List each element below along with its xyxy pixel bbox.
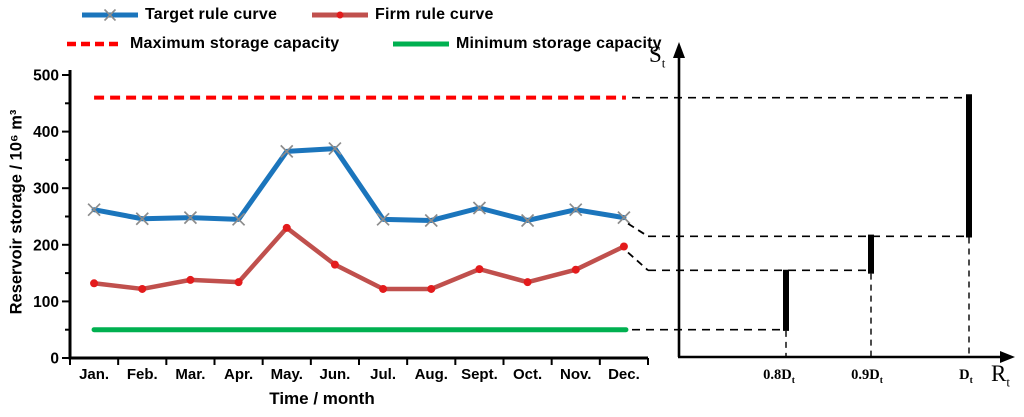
dot-marker-sample	[336, 11, 344, 19]
firm-dot-marker	[571, 265, 580, 274]
x-tick-label: Dec.	[608, 366, 640, 383]
legend-label: Target rule curve	[145, 6, 278, 23]
x-tick-label: Feb.	[127, 366, 158, 383]
y-axis-title: Reservoir storage / 10⁶ m³	[7, 109, 26, 315]
legend-item-minimum-storage-capacity: Minimum storage capacity	[393, 35, 662, 53]
firm-dot-marker	[234, 278, 243, 287]
maximum-storage-swatch-icon	[67, 41, 123, 47]
schematic-tick-label-0.8Dt: 0.8Dt	[763, 367, 795, 386]
y-tick-label: 400	[33, 124, 59, 141]
y-tick-label: 0	[50, 351, 59, 368]
legend-item-maximum-storage-capacity: Maximum storage capacity	[67, 35, 339, 53]
firm-dot-marker	[90, 279, 99, 288]
x-marker-sample	[103, 8, 117, 22]
legend-label: Firm rule curve	[375, 6, 494, 23]
y-tick-label: 200	[33, 237, 59, 254]
firm-dot-marker	[138, 284, 147, 293]
schematic-tick-label-Dt: Dt	[959, 367, 973, 386]
firm-rule-curve-swatch-icon	[312, 11, 368, 19]
target-x-marker	[424, 213, 438, 228]
y-tick-label: 300	[33, 181, 59, 198]
schematic-x-axis-arrow-icon	[1000, 351, 1015, 363]
legend-item-target-rule-curve: Target rule curve	[82, 6, 277, 24]
target-x-marker	[135, 212, 149, 226]
target-x-marker	[280, 144, 294, 159]
firm-dot-marker	[475, 265, 484, 274]
firm-rule-curve-line	[91, 225, 627, 292]
schematic-y-axis-label: St	[649, 42, 666, 71]
x-axis-title: Time / month	[269, 389, 375, 408]
target-rule-curve-swatch-icon	[82, 8, 138, 22]
target-x-marker	[183, 211, 198, 225]
x-tick-label: May.	[271, 366, 303, 383]
firm-dot-marker	[427, 284, 436, 293]
target-x-marker	[520, 213, 535, 228]
x-tick-label: Nov.	[560, 366, 591, 383]
x-tick-label: Mar.	[175, 366, 205, 383]
connector-target-dec-diagonal	[627, 222, 649, 238]
x-tick-label: Jul.	[370, 366, 396, 383]
connector-firm-dec-diagonal	[627, 251, 649, 271]
target-x-marker	[87, 203, 101, 217]
firm-dot-marker	[282, 223, 291, 232]
target-x-marker	[472, 201, 487, 215]
x-tick-label: Jun.	[319, 366, 350, 383]
target-x-marker	[376, 212, 390, 226]
legend-item-firm-rule-curve: Firm rule curve	[312, 6, 494, 24]
legend-label: Maximum storage capacity	[130, 35, 340, 52]
y-tick-label: 500	[33, 68, 59, 85]
target-x-marker	[569, 203, 583, 217]
x-tick-label: Jan.	[79, 366, 109, 383]
x-tick-label: Aug.	[415, 366, 448, 383]
firm-dot-marker	[523, 278, 532, 287]
x-tick-label: Oct.	[513, 366, 542, 383]
firm-dot-marker	[186, 275, 195, 284]
firm-dot-marker	[330, 260, 339, 269]
target-x-marker	[328, 141, 342, 156]
target-rule-curve-line	[91, 146, 627, 223]
minimum-storage-swatch-icon	[393, 41, 449, 47]
y-tick-label: 100	[33, 294, 59, 311]
x-tick-label: Apr.	[224, 366, 253, 383]
target-x-marker	[617, 211, 631, 225]
target-x-marker	[231, 212, 246, 226]
schematic-x-axis-label: Rt	[991, 361, 1010, 390]
legend-label: Minimum storage capacity	[456, 35, 662, 52]
schematic-tick-label-0.9Dt: 0.9Dt	[851, 367, 883, 386]
schematic-y-axis-arrow-icon	[673, 42, 685, 58]
firm-dot-marker	[619, 242, 628, 251]
x-tick-label: Sept.	[461, 366, 498, 383]
firm-dot-marker	[379, 284, 388, 293]
